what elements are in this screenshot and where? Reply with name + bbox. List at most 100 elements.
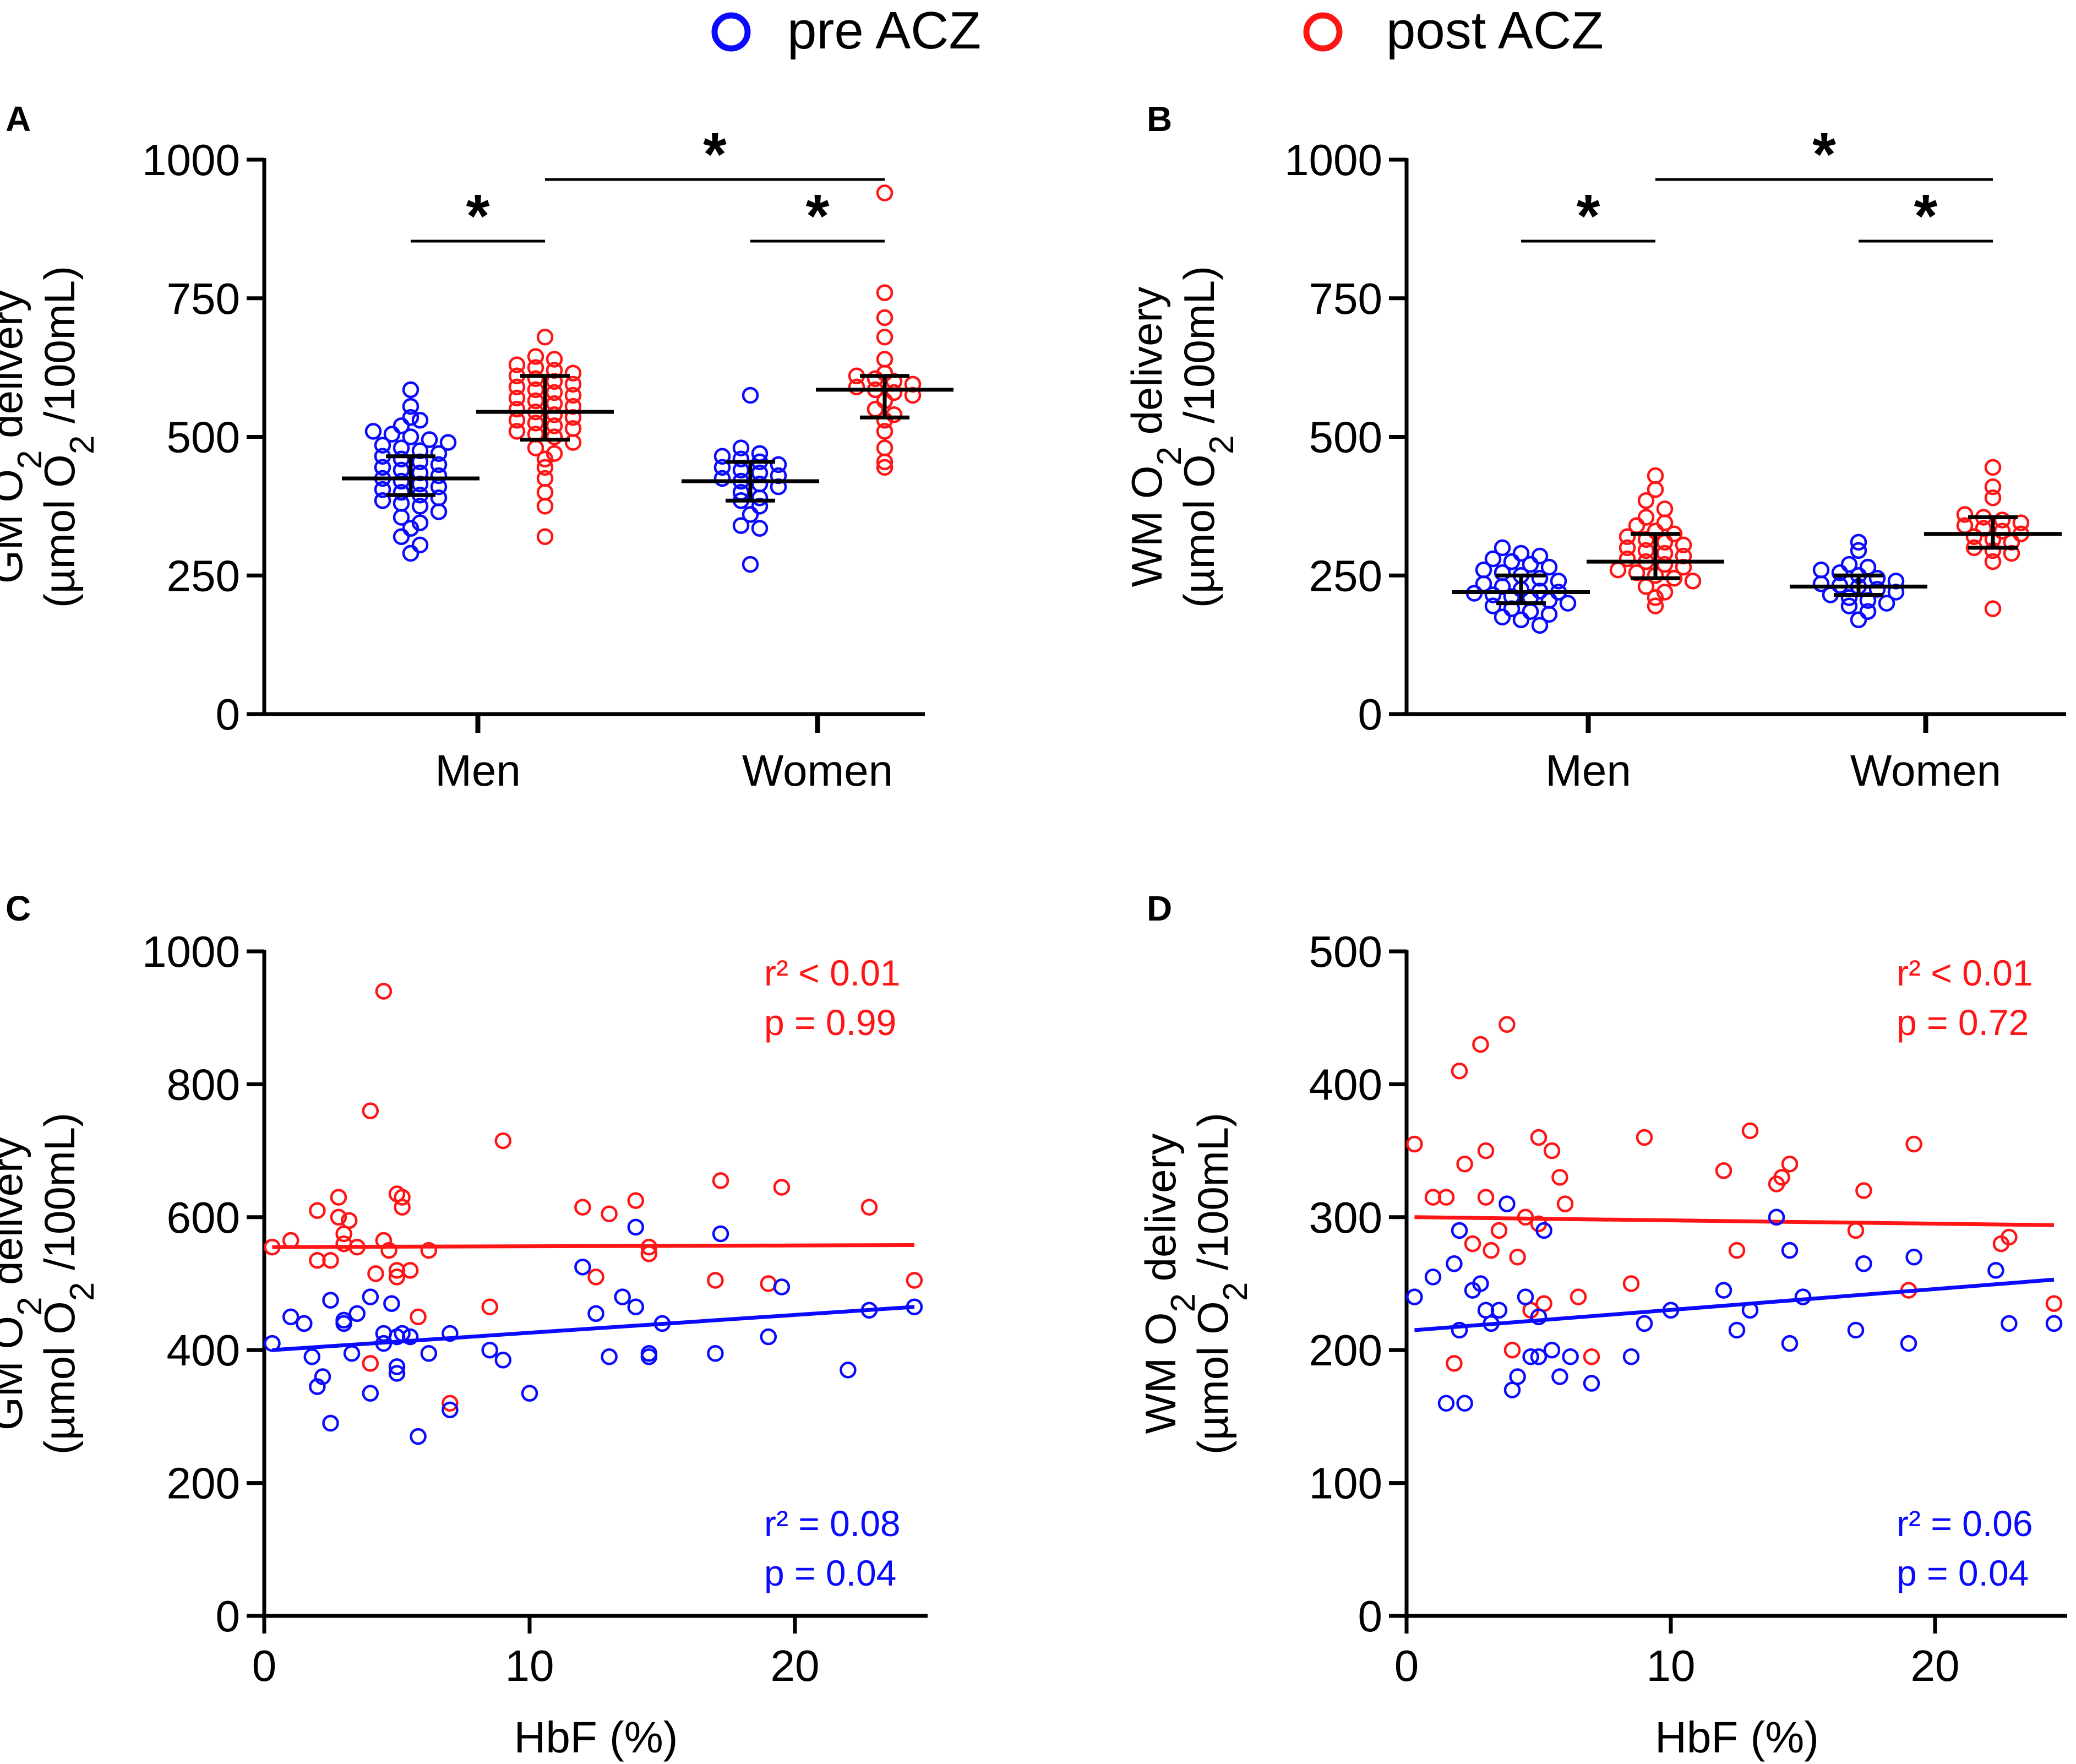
- data-point-post-men: [536, 470, 554, 487]
- y-tick-label: 500: [1309, 413, 1382, 462]
- data-point-pre: [1728, 1321, 1746, 1339]
- y-axis-units: (µmol O2 /100mL): [1189, 1113, 1255, 1455]
- data-point-post: [362, 1355, 379, 1372]
- data-point-pre: [303, 1348, 321, 1365]
- data-point-pre-men: [1494, 539, 1511, 557]
- category-label-women: Women: [1850, 746, 2001, 795]
- data-point-post: [367, 1265, 384, 1282]
- data-point-pre-men: [430, 489, 448, 507]
- y-axis-label: WM O2 delivery: [1123, 287, 1189, 587]
- data-point-post: [1406, 1135, 1423, 1153]
- y-tick-label: 0: [216, 1592, 241, 1641]
- data-point-post: [1570, 1288, 1587, 1305]
- data-point-pre-men: [411, 412, 429, 429]
- data-point-pre-men: [383, 426, 401, 443]
- data-point-pre: [1456, 1395, 1473, 1412]
- y-tick-label: 0: [1358, 690, 1383, 739]
- y-tick-label: 300: [1309, 1193, 1382, 1242]
- data-point-pre-women: [732, 517, 750, 534]
- data-point-pre-men: [411, 498, 429, 515]
- data-point-post-women: [2012, 514, 2030, 531]
- significance-star: *: [1812, 121, 1836, 188]
- y-axis-units: (µmol O2 /100mL): [35, 266, 101, 608]
- panel-b-plot: 0 250 500 750 1000 Men Women WM O2 delivery(µmo…: [1123, 121, 2066, 795]
- data-point-pre-women: [742, 506, 759, 523]
- data-point-post-men: [508, 356, 526, 373]
- significance-star: *: [703, 121, 727, 188]
- y-axis-units: (µmol O2 /100mL): [1175, 266, 1241, 608]
- x-axis-label: HbF (%): [514, 1713, 678, 1762]
- data-point-pre-men: [430, 456, 448, 473]
- data-point-pre: [322, 1292, 339, 1309]
- y-tick-label: 250: [167, 551, 240, 600]
- data-point-pre: [1451, 1222, 1468, 1239]
- regression-line-pre: [1414, 1277, 2055, 1332]
- data-point-post: [340, 1212, 358, 1229]
- data-point-post: [1781, 1155, 1799, 1173]
- data-point-pre-men: [393, 472, 410, 490]
- data-point-pre-women: [751, 475, 769, 493]
- data-point-pre: [1543, 1341, 1561, 1359]
- data-point-post-men: [1647, 597, 1664, 614]
- data-point-pre-men: [430, 445, 448, 462]
- data-point-pre: [322, 1414, 339, 1432]
- panel-label-b: B: [1147, 99, 1172, 139]
- data-point-post: [1472, 1036, 1489, 1053]
- data-point-post: [707, 1272, 724, 1289]
- data-point-post: [380, 1242, 397, 1259]
- data-point-post-men: [546, 384, 563, 401]
- data-point-pre: [627, 1298, 645, 1315]
- data-point-post: [442, 1395, 459, 1412]
- data-point-post: [1446, 1355, 1463, 1372]
- data-point-pre-men: [1522, 556, 1539, 573]
- y-tick-label: 400: [1309, 1060, 1382, 1109]
- data-point-post: [1499, 1016, 1516, 1033]
- panel-c-plot: 0 200 400 600 800 1000 0 10 20 HbF (%) GM O2 deliv…: [0, 927, 928, 1762]
- data-point-pre-women: [713, 470, 731, 487]
- x-tick-label: 20: [1911, 1641, 1960, 1690]
- significance-star: *: [1577, 182, 1600, 250]
- data-point-post-men: [536, 328, 554, 346]
- legend: pre ACZ post ACZ: [711, 1, 1604, 60]
- y-axis-label: GM O2 delivery: [0, 290, 49, 584]
- data-point-post-women: [876, 309, 893, 326]
- data-point-post-women: [876, 284, 893, 301]
- data-point-pre-men: [393, 417, 410, 434]
- data-point-pre-women: [1812, 561, 1830, 579]
- data-point-post-women: [876, 351, 893, 368]
- x-tick-label: 0: [1394, 1641, 1419, 1690]
- stat-p-post: p = 0.72: [1897, 1002, 2029, 1043]
- data-point-pre: [481, 1341, 498, 1359]
- panel-label-c: C: [6, 889, 31, 928]
- x-tick-label: 10: [505, 1641, 554, 1690]
- data-point-post-women: [876, 459, 893, 476]
- data-point-pre: [1517, 1288, 1534, 1305]
- data-point-pre: [574, 1259, 591, 1276]
- data-point-post: [309, 1202, 326, 1219]
- y-tick-label: 250: [1309, 551, 1382, 600]
- data-point-pre-men: [402, 381, 419, 399]
- data-point-post-men: [1647, 481, 1664, 498]
- data-point-post-women: [885, 384, 903, 401]
- data-point-post: [375, 983, 393, 1000]
- data-point-pre-men: [1494, 564, 1511, 581]
- data-point-post: [1622, 1275, 1640, 1292]
- data-point-pre-women: [1850, 611, 1867, 629]
- data-point-pre: [1715, 1282, 1732, 1299]
- data-point-pre-men: [393, 528, 410, 546]
- data-point-pre: [1768, 1208, 1785, 1226]
- data-point-post-men: [546, 417, 563, 434]
- data-point-pre-women: [1840, 589, 1858, 606]
- data-point-post: [773, 1179, 791, 1196]
- data-point-post: [1551, 1169, 1568, 1186]
- data-point-pre-women: [713, 448, 731, 465]
- data-point-post-men: [564, 434, 582, 451]
- data-point-pre-men: [1484, 550, 1502, 568]
- y-tick-label: 100: [1309, 1459, 1382, 1508]
- data-point-post-men: [546, 428, 563, 445]
- data-point-post: [712, 1172, 729, 1189]
- y-tick-label: 1000: [142, 927, 240, 976]
- legend-post-label: post ACZ: [1386, 1, 1604, 60]
- data-point-pre-men: [393, 509, 410, 526]
- data-point-post-women: [1984, 489, 2002, 507]
